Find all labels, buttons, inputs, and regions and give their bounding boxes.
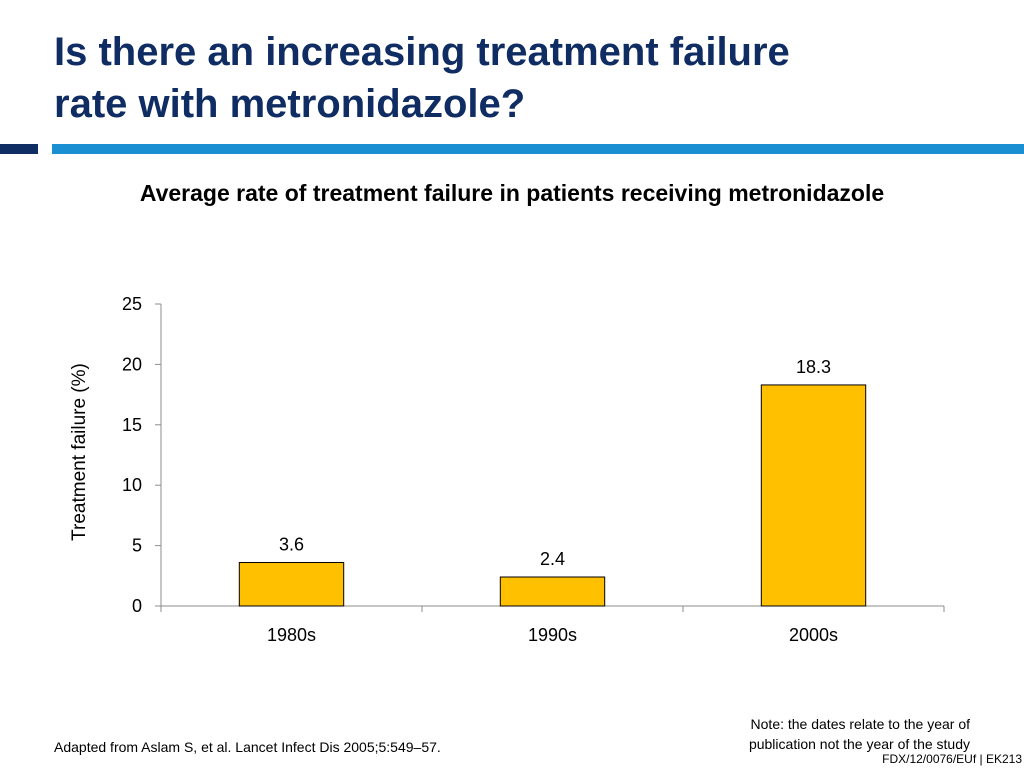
bar-1990s	[499, 576, 606, 607]
data-label: 18.3	[796, 357, 831, 377]
chart-subtitle: Average rate of treatment failure in pat…	[139, 180, 885, 206]
note-line-1: Note: the dates relate to the year of	[750, 716, 970, 732]
y-tick-label: 25	[122, 294, 142, 314]
chart-bars	[238, 384, 867, 607]
bar-1980s	[238, 562, 345, 607]
bar-2000s	[760, 384, 867, 607]
title-line-1: Is there an increasing treatment failure	[54, 30, 790, 74]
y-tick-label: 0	[132, 596, 142, 616]
title-rule-light	[52, 144, 1024, 154]
data-label: 3.6	[279, 535, 304, 555]
slide-title: Is there an increasing treatment failure…	[54, 26, 994, 130]
note-line-2: publication not the year of the study	[748, 736, 970, 752]
y-tick-label: 20	[122, 354, 142, 374]
y-tick-label: 10	[122, 475, 142, 495]
title-line-2: rate with metronidazole?	[54, 82, 526, 126]
bar-chart: 0 5 10 15 20 25 3.6 1980s 2.4 1990s 18.3 2000s Trea…	[69, 294, 945, 645]
document-code: FDX/12/0076/EUf | EK213	[882, 752, 1022, 766]
source-footnote: Adapted from Aslam S, et al. Lancet Infe…	[54, 739, 441, 755]
dates-note: Note: the dates relate to the year of pu…	[680, 714, 970, 754]
y-axis-label: Treatment failure (%)	[69, 363, 90, 541]
data-label: 2.4	[540, 549, 565, 569]
y-tick-label: 15	[122, 415, 142, 435]
x-tick-label: 1990s	[528, 625, 577, 645]
chart-labels: 0 5 10 15 20 25 3.6 1980s 2.4 1990s 18.3 2000s	[122, 294, 838, 645]
y-tick-label: 5	[132, 536, 142, 556]
x-tick-label: 1980s	[267, 625, 316, 645]
title-rule-dark	[0, 144, 38, 154]
x-tick-label: 2000s	[789, 625, 838, 645]
